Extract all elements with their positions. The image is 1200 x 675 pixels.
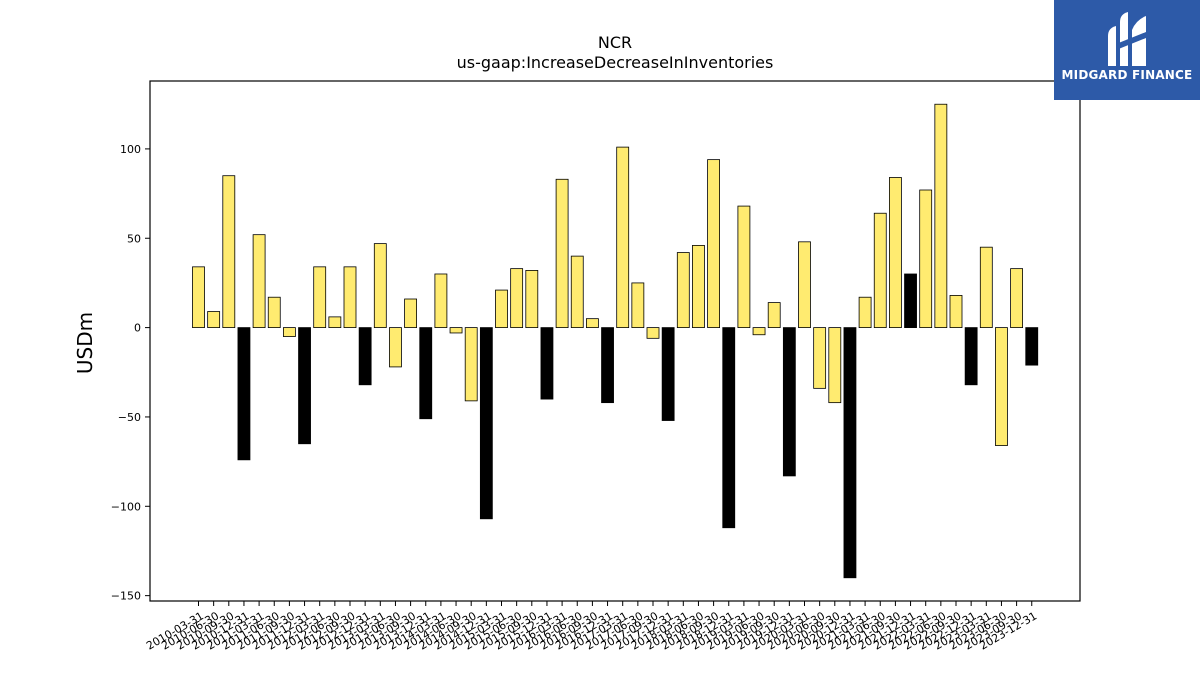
bar — [222, 175, 236, 328]
bar — [631, 282, 645, 328]
bar — [676, 252, 690, 328]
bar — [192, 266, 205, 328]
bar — [207, 311, 221, 328]
y-tick-label: 0 — [134, 322, 141, 335]
bar — [904, 273, 917, 328]
bar — [449, 327, 463, 334]
logo-mark-icon — [1108, 12, 1146, 66]
chart-title: NCR — [598, 33, 632, 52]
bar — [737, 205, 751, 328]
bar — [343, 266, 357, 328]
bar — [828, 327, 842, 404]
bar — [949, 295, 963, 328]
bar — [661, 327, 675, 421]
bar — [358, 327, 372, 386]
bar — [237, 327, 251, 461]
bar — [373, 243, 387, 328]
bar — [525, 270, 539, 328]
bar — [782, 327, 796, 477]
bar — [798, 241, 811, 328]
bar — [555, 178, 569, 328]
y-tick-label: 100 — [120, 143, 141, 156]
bar — [313, 266, 327, 328]
y-tick-label: 50 — [127, 232, 141, 245]
bar — [267, 296, 281, 328]
bar — [282, 327, 296, 337]
bar — [767, 302, 781, 328]
bar — [540, 327, 554, 400]
bar — [692, 244, 705, 328]
bar — [964, 327, 978, 386]
bar — [570, 255, 584, 328]
bar — [510, 268, 524, 328]
bar — [1025, 327, 1039, 366]
bar — [298, 327, 311, 445]
bar — [616, 146, 630, 328]
bar — [752, 327, 766, 336]
bar — [328, 316, 342, 328]
bar — [722, 327, 736, 529]
y-axis-label: USDm — [73, 312, 97, 374]
y-tick-label: −50 — [118, 411, 141, 424]
bar — [646, 327, 660, 339]
bar — [919, 189, 933, 328]
bar — [1010, 268, 1023, 328]
logo-text: MIDGARD FINANCE — [1061, 68, 1193, 82]
bar — [813, 327, 827, 389]
bar — [601, 327, 614, 404]
bar — [707, 159, 720, 328]
bar — [419, 327, 433, 420]
bar — [979, 246, 993, 328]
bar — [389, 327, 402, 368]
bar — [873, 212, 887, 328]
y-tick-label: −150 — [111, 590, 141, 603]
bar — [464, 327, 478, 402]
chart-subtitle: us-gaap:IncreaseDecreaseInInventories — [457, 53, 774, 72]
bar — [495, 289, 508, 328]
bar — [586, 318, 599, 328]
y-tick-label: −100 — [111, 500, 141, 513]
bar — [434, 273, 448, 328]
plot-frame — [149, 80, 1081, 602]
midgard-finance-logo: MIDGARD FINANCE — [1054, 0, 1200, 100]
bar — [858, 296, 872, 328]
plot-area: 100500−50−100−1502010-03-312010-06-30201… — [111, 80, 1081, 653]
bar — [404, 298, 418, 328]
bar — [252, 234, 266, 328]
bar — [479, 327, 493, 520]
bar — [889, 177, 902, 328]
bar — [995, 327, 1008, 446]
bar — [843, 327, 857, 579]
bar — [934, 103, 948, 328]
